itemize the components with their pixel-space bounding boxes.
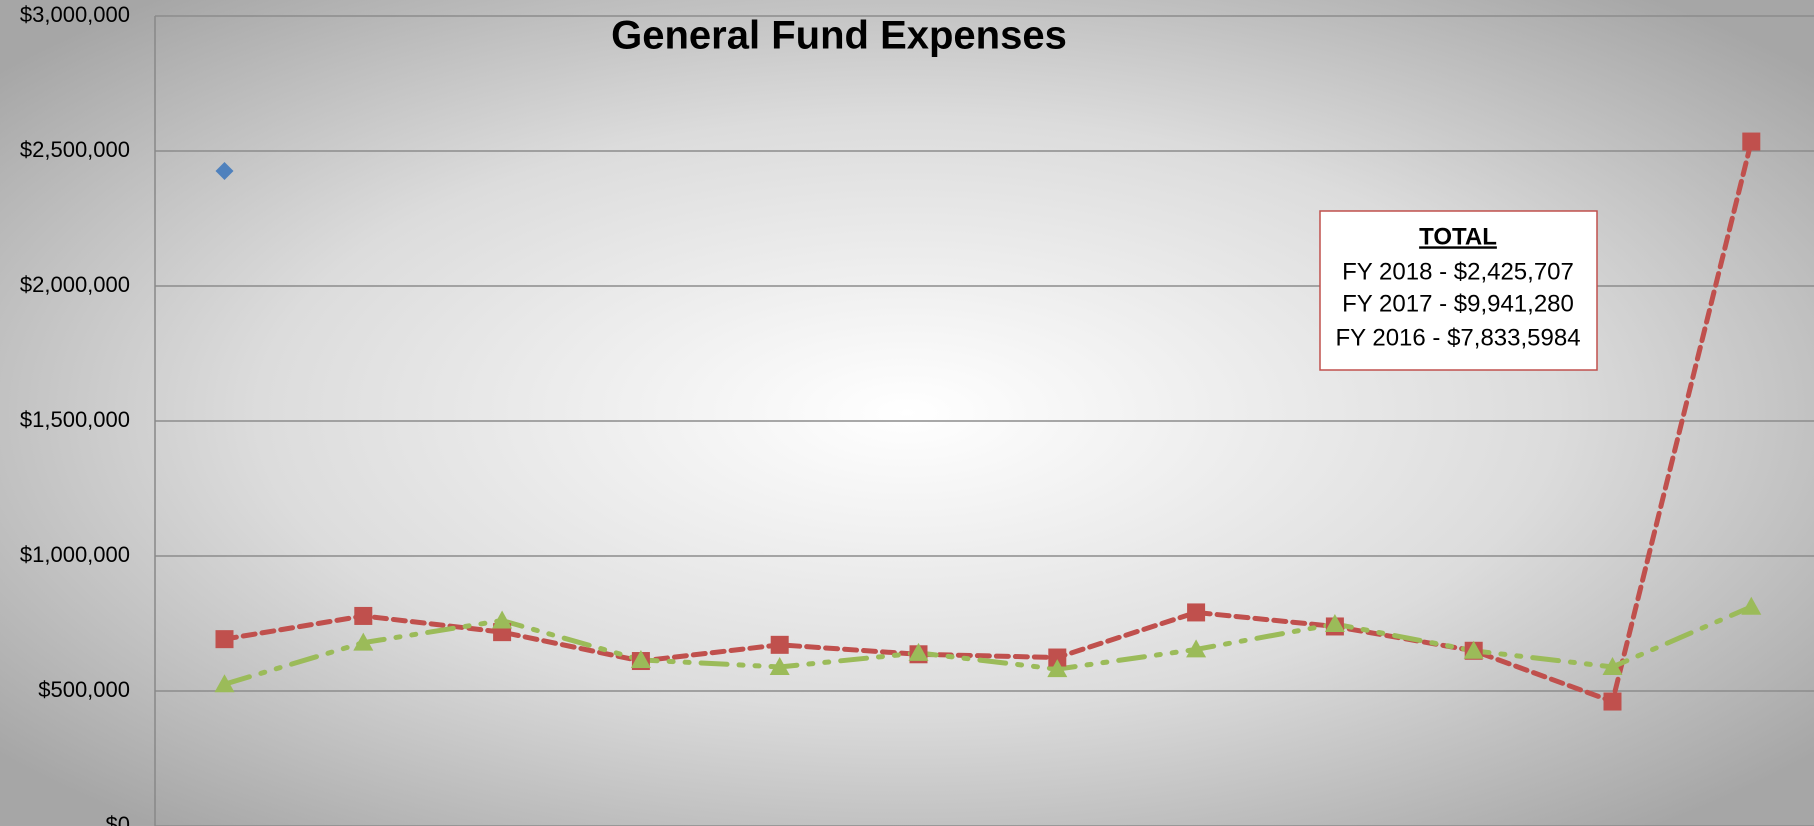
grid <box>155 15 1814 826</box>
series-line <box>222 139 1754 705</box>
marker <box>908 642 929 661</box>
y-tick-label: $2,000,000 <box>20 272 130 297</box>
marker <box>1602 656 1623 675</box>
series-line <box>222 604 1754 687</box>
y-tick-label: $1,000,000 <box>20 542 130 567</box>
marker <box>1324 614 1345 633</box>
y-tick-label: $2,500,000 <box>20 137 130 162</box>
marker <box>1603 692 1622 711</box>
annotation-line: FY 2016 - $7,833,5984 <box>1335 324 1580 351</box>
marker <box>769 656 790 675</box>
marker <box>630 649 651 668</box>
marker <box>215 630 234 649</box>
y-tick-label: $0 <box>106 812 130 826</box>
marker <box>492 610 513 629</box>
marker <box>1048 648 1067 667</box>
marker <box>353 632 374 651</box>
marker <box>354 606 373 625</box>
marker <box>1463 640 1484 659</box>
marker <box>1186 639 1207 658</box>
plot <box>214 132 1762 711</box>
marker <box>1742 132 1761 151</box>
annotation-frame <box>1319 210 1598 371</box>
annotation-line: FY 2018 - $2,425,707 <box>1342 258 1574 285</box>
y-tick-label: $3,000,000 <box>20 2 130 27</box>
y-tick-label: $500,000 <box>38 677 130 702</box>
marker <box>1047 659 1068 678</box>
marker <box>770 635 789 654</box>
marker <box>1187 603 1206 622</box>
marker <box>215 162 234 181</box>
marker <box>1741 596 1762 615</box>
chart-title: General Fund Expenses <box>611 14 1067 58</box>
annotation-line: FY 2017 - $9,941,280 <box>1342 290 1574 317</box>
annotation-box: TOTAL FY 2018 - $2,425,707 FY 2017 - $9,… <box>1319 210 1598 371</box>
marker <box>214 674 235 693</box>
y-tick-label: $1,500,000 <box>20 407 130 432</box>
annotation-title: TOTAL <box>1419 223 1497 250</box>
